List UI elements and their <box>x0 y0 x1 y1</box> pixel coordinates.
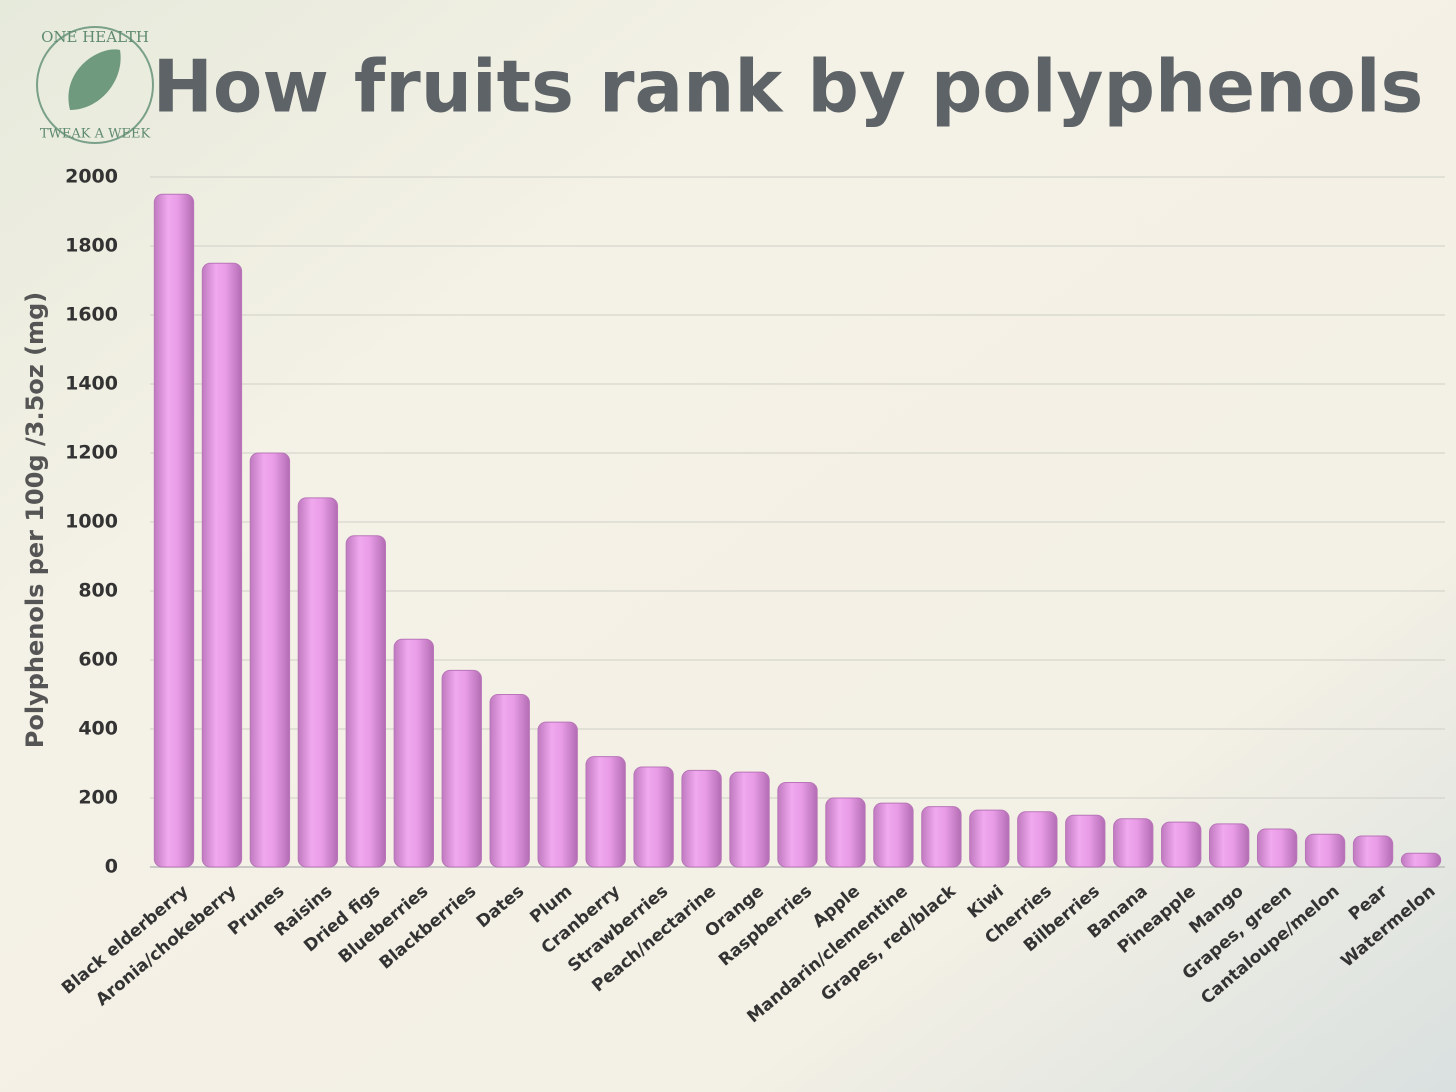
y-tick-label: 200 <box>78 787 118 809</box>
y-tick-label: 1000 <box>65 511 118 533</box>
logo-leaf <box>68 49 121 110</box>
bar <box>873 802 914 868</box>
bar <box>825 797 866 868</box>
bar <box>1161 821 1202 868</box>
bar <box>681 769 722 868</box>
y-tick-label: 0 <box>105 856 118 878</box>
bar <box>1113 818 1154 868</box>
bar <box>249 452 291 868</box>
bar <box>201 262 243 868</box>
y-tick-label: 1200 <box>65 442 118 464</box>
y-tick-label: 1400 <box>65 373 118 395</box>
bar <box>585 756 626 868</box>
logo-ring <box>36 26 154 144</box>
y-axis-label: Polyphenols per 100g /3.5oz (mg) <box>21 292 49 748</box>
bar <box>729 771 770 868</box>
bar <box>633 766 674 868</box>
bar <box>1304 833 1346 868</box>
bar <box>1352 835 1394 868</box>
bar <box>969 809 1010 868</box>
y-tick-label: 800 <box>78 580 118 602</box>
logo-top: ONE HEALTH <box>41 28 149 46</box>
bar <box>489 694 530 868</box>
y-tick-label: 1600 <box>65 304 118 326</box>
y-tick-label: 2000 <box>65 166 118 188</box>
bar <box>441 669 482 868</box>
logo-bottom: TWEAK A WEEK <box>40 127 151 142</box>
bar <box>153 193 195 868</box>
y-tick-label: 400 <box>78 718 118 740</box>
logo: ONE HEALTH TWEAK A WEEK <box>36 26 154 144</box>
bar <box>1017 811 1058 868</box>
bar <box>297 497 339 868</box>
bar <box>393 638 434 868</box>
bar <box>537 721 578 868</box>
bar <box>777 781 818 868</box>
bar <box>1209 823 1250 868</box>
bar <box>1400 852 1442 868</box>
bar <box>1065 814 1106 868</box>
bar <box>345 535 386 868</box>
y-tick-label: 600 <box>78 649 118 671</box>
y-tick-label: 1800 <box>65 235 118 257</box>
bar <box>1256 828 1298 868</box>
bar <box>921 806 962 868</box>
chart-title: How fruits rank by polyphenols <box>153 45 1424 129</box>
